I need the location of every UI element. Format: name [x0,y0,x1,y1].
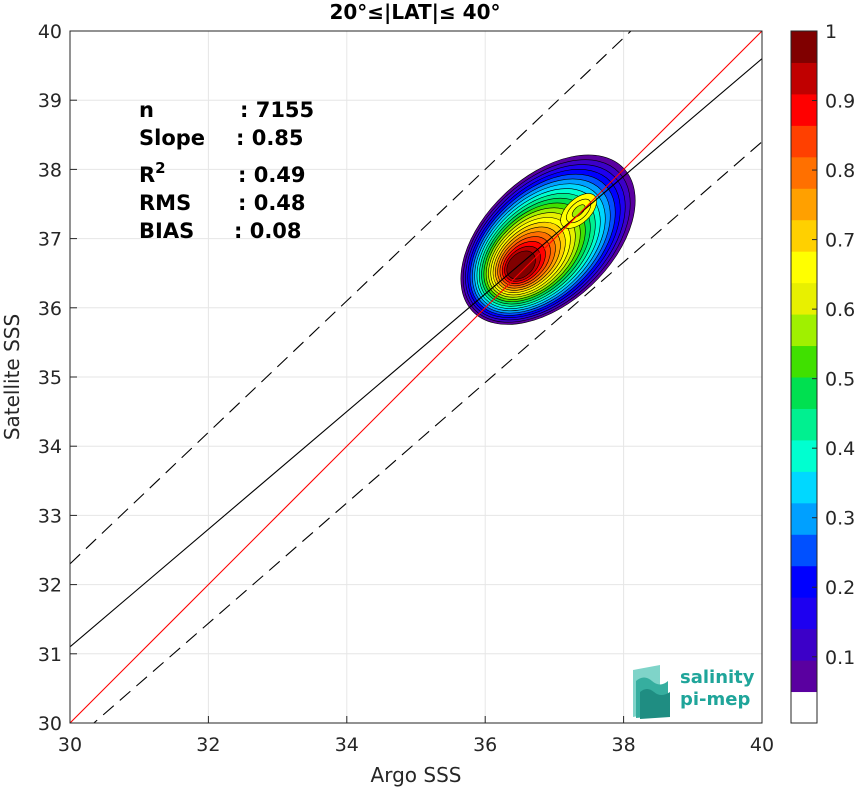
stat-key: Slope [139,126,205,150]
colorbar-segment [791,471,817,504]
colorbar-segment [791,377,817,409]
colorbar-segment [791,439,817,472]
regression-line [70,58,762,648]
colorbar-segment [791,408,817,441]
y-tick-label: 34 [38,436,62,458]
colorbar-segment [791,156,817,189]
identity-line [70,31,762,723]
colorbar-segment [791,597,817,630]
stat-key: R2 [139,159,166,187]
colorbar-segment [791,188,817,221]
x-tick-label: 30 [58,734,82,756]
y-tick-label: 31 [38,644,62,666]
y-tick-label: 30 [38,713,62,735]
x-tick-label: 40 [750,734,774,756]
x-tick-label: 32 [196,734,220,756]
colorbar-tick-label: 0.5 [825,369,855,391]
y-tick-label: 36 [38,298,62,320]
colorbar-segment [791,534,817,567]
colorbar-tick-label: 0.1 [825,647,855,669]
colorbar-frame [790,30,818,724]
wave-icon [633,665,670,719]
reference-lines [70,31,762,723]
stat-value: : 0.48 [238,191,306,215]
secondary-peak-contour [571,204,586,218]
colorbar-tick-label: 0.9 [825,91,855,113]
x-tick-label: 36 [473,734,497,756]
y-tick-label: 37 [38,229,62,251]
colorbar-segment [791,502,817,535]
x-axis-label: Argo SSS [371,763,462,787]
stat-key: n [139,98,154,122]
y-axis-ticks: 30 31 32 33 34 35 36 37 38 39 40 [38,21,77,735]
colorbar-tick-label: 0.4 [825,438,855,460]
colorbar-segment [791,93,817,126]
colorbar-tick-label: 0.2 [825,577,855,599]
logo-line-2: pi-mep [680,689,750,710]
colorbar-segment [791,345,817,378]
logo-line-1: salinity [680,667,755,688]
grid [70,31,762,723]
y-tick-label: 33 [38,505,62,527]
y-axis-label: Satellite SSS [0,314,24,440]
colorbar-segment [791,282,817,315]
stat-value: : 0.08 [234,219,302,243]
colorbar-segment [791,628,817,661]
colorbar-segment [791,31,817,63]
stat-key: BIAS [139,219,194,243]
colorbar-segment [791,691,817,724]
colorbar-segment [791,314,817,347]
stat-value: : 7155 [240,98,314,122]
x-tick-label: 34 [335,734,359,756]
y-tick-label: 35 [38,367,62,389]
chart-title: 20°≤|LAT|≤ 40° [329,0,500,24]
colorbar-segment [791,62,817,95]
colorbar-tick-label: 0.3 [825,508,855,530]
y-tick-label: 38 [38,159,62,181]
colorbar: 0.1 0.2 0.3 0.4 0.5 0.6 0.7 0.8 0.9 1 [790,21,855,724]
colorbar-segment [791,219,817,252]
statistics-box: n : 7155 Slope : 0.85 R2 : 0.49 RMS : 0.48 BIAS:… [139,98,314,243]
colorbar-segment [791,125,817,158]
x-tick-label: 38 [612,734,636,756]
stat-superscript: 2 [155,159,165,177]
colorbar-segment [791,660,817,693]
colorbar-tick-label: 0.6 [825,299,855,321]
y-tick-label: 39 [38,90,62,112]
y-tick-label: 32 [38,575,62,597]
density-contours [460,154,636,325]
stat-key: RMS [139,191,191,215]
salinity-pi-mep-logo: salinity pi-mep [633,665,755,719]
colorbar-segment [791,565,817,598]
colorbar-segment [791,251,817,284]
x-axis-ticks: 30 32 34 36 38 40 [58,716,774,756]
stat-value: : 0.49 [238,163,306,187]
stat-value: : 0.85 [236,126,304,150]
colorbar-tick-label: 1 [825,21,837,43]
colorbar-tick-label: 0.8 [825,160,855,182]
y-tick-label: 40 [38,21,62,43]
upper-bound-line [70,31,632,565]
colorbar-tick-label: 0.7 [825,230,855,252]
